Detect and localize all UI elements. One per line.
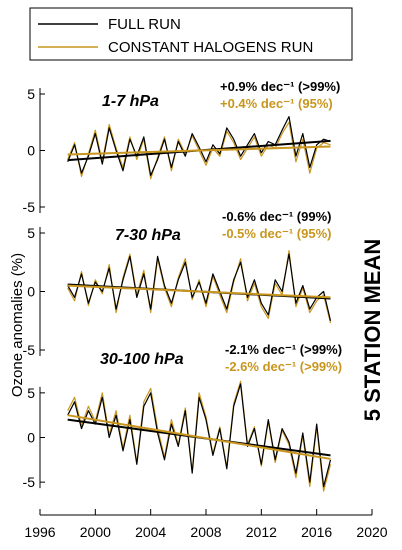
y-tick-label: 5 — [27, 385, 35, 401]
panel-1-trend-constant: +0.4% dec⁻¹ (95%) — [220, 96, 333, 111]
legend-box — [29, 7, 353, 61]
panel-1-label: 1-7 hPa — [102, 93, 159, 110]
y-axis-label: Ozone anomalies (%) — [9, 253, 26, 397]
station-mean-label: 5 STATION MEAN — [360, 239, 385, 422]
panel-2-y-axis: 5 0 -5 — [23, 225, 45, 358]
panel-2-trend-constant: -0.5% dec⁻¹ (95%) — [222, 226, 331, 241]
y-tick-label: 5 — [27, 86, 35, 102]
panel-3-y-axis: 5 0 -5 — [23, 385, 45, 490]
legend-label-full-run: FULL RUN — [108, 16, 181, 33]
x-tick-label: 2000 — [80, 524, 111, 540]
panel-30-100-hpa: 30-100 hPa -2.1% dec⁻¹ (>99%) -2.6% dec⁻… — [23, 342, 342, 492]
trend-line-constant-halogens — [67, 145, 331, 156]
panel-3-trend-full: -2.1% dec⁻¹ (>99%) — [225, 342, 342, 357]
panel-1-marks — [67, 115, 331, 180]
x-tick-label: 2004 — [135, 524, 166, 540]
series-line-constant-halogens — [67, 380, 332, 492]
x-tick-label: 2012 — [246, 524, 277, 540]
y-tick-label: 5 — [27, 225, 35, 241]
x-axis: 1996 2000 2004 2008 2012 2016 2020 — [24, 509, 388, 540]
panel-2-label: 7-30 hPa — [115, 227, 181, 244]
panel-1-7-hpa: 1-7 hPa +0.9% dec⁻¹ (>99%) +0.4% dec⁻¹ (… — [23, 79, 341, 215]
panel-7-30-hpa: 7-30 hPa -0.6% dec⁻¹ (99%) -0.5% dec⁻¹ (… — [23, 209, 332, 358]
panel-1-y-axis: 5 0 -5 — [23, 86, 45, 215]
x-tick-label: 1996 — [24, 524, 55, 540]
x-tick-label: 2008 — [190, 524, 221, 540]
trend-line-constant-halogens — [67, 414, 331, 460]
panel-3-trend-constant: -2.6% dec⁻¹ (>99%) — [225, 359, 342, 374]
y-tick-label: 0 — [27, 284, 35, 300]
y-tick-label: -5 — [23, 199, 36, 215]
series-line-full-run — [67, 115, 331, 176]
legend: FULL RUN CONSTANT HALOGENS RUN — [29, 7, 353, 61]
y-tick-label: 0 — [27, 430, 35, 446]
panel-2-trend-full: -0.6% dec⁻¹ (99%) — [222, 209, 331, 224]
legend-label-constant-halogens: CONSTANT HALOGENS RUN — [108, 39, 313, 56]
trend-line-constant-halogens — [67, 284, 331, 299]
panel-3-label: 30-100 hPa — [100, 351, 184, 368]
x-tick-label: 2020 — [356, 524, 387, 540]
x-tick-label: 2016 — [301, 524, 332, 540]
panel-2-marks — [67, 250, 332, 324]
y-tick-label: 0 — [27, 143, 35, 159]
y-tick-label: -5 — [23, 474, 36, 490]
series-line-full-run — [67, 383, 332, 488]
panel-3-marks — [67, 380, 332, 492]
series-line-full-run — [67, 253, 332, 321]
y-tick-label: -5 — [23, 342, 36, 358]
panel-1-trend-full: +0.9% dec⁻¹ (>99%) — [220, 79, 340, 94]
